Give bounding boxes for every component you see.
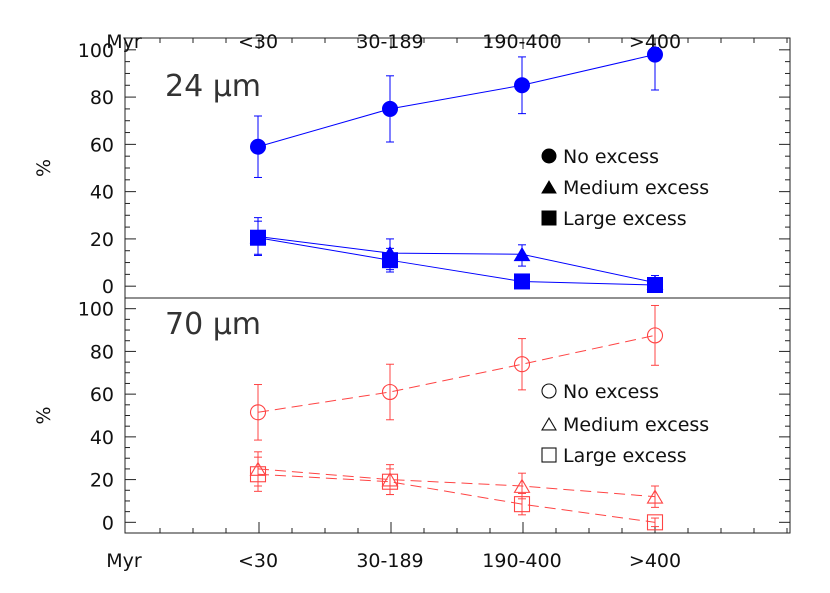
data-point bbox=[514, 273, 530, 290]
data-point bbox=[250, 138, 266, 155]
y-tick-label: 60 bbox=[90, 134, 114, 156]
data-point bbox=[381, 473, 399, 490]
y-axis-label: % bbox=[33, 406, 55, 424]
data-point bbox=[647, 277, 663, 293]
y-tick-label: 20 bbox=[90, 229, 114, 251]
panel-label: 70 μm bbox=[165, 307, 261, 342]
data-point bbox=[514, 77, 530, 94]
data-point bbox=[513, 478, 531, 493]
x-tick-label: 30-189 bbox=[356, 550, 423, 572]
series-line bbox=[257, 237, 656, 286]
legend-label: Large excess bbox=[563, 208, 687, 230]
y-tick-label: 20 bbox=[90, 470, 114, 492]
y-tick-label: 100 bbox=[78, 40, 114, 62]
y-axis-label: % bbox=[33, 159, 55, 177]
data-point bbox=[382, 100, 398, 117]
age-axis-label: Myr bbox=[106, 31, 142, 53]
x-tick-label: 30-189 bbox=[356, 31, 423, 53]
legend-circle-icon bbox=[541, 148, 557, 164]
x-tick-label: 190-400 bbox=[482, 550, 561, 572]
x-tick-label: >400 bbox=[629, 31, 681, 53]
data-point bbox=[382, 252, 398, 269]
x-tick-label: >400 bbox=[629, 550, 681, 572]
series-large-excess bbox=[250, 220, 663, 293]
y-tick-label: 60 bbox=[90, 384, 114, 406]
legend-label: Medium excess bbox=[563, 414, 709, 436]
data-point bbox=[249, 466, 267, 483]
data-point bbox=[513, 496, 531, 513]
y-tick-label: 80 bbox=[90, 87, 114, 109]
legend-label: Large excess bbox=[563, 445, 687, 467]
legend-label: No excess bbox=[563, 381, 659, 403]
panel-24um: 0 20 40 60 80 100% Myr <30 30-189 190-400 >400 24 μ… bbox=[33, 31, 791, 299]
legend-square-icon bbox=[541, 447, 557, 463]
panel-70um: 0 20 40 60 80 100% Myr <30 30-189 190-400 >400 70 μ… bbox=[33, 297, 791, 572]
data-point bbox=[646, 327, 664, 344]
data-point bbox=[647, 46, 663, 63]
data-point bbox=[513, 356, 531, 373]
legend-triangle-icon bbox=[541, 180, 557, 194]
y-tick-label: 40 bbox=[90, 427, 114, 449]
series-line bbox=[257, 473, 656, 523]
legend-square-icon bbox=[541, 210, 557, 226]
series-line bbox=[257, 468, 656, 498]
y-tick-label: 0 bbox=[102, 276, 114, 298]
y-tick-label: 0 bbox=[102, 512, 114, 534]
legend-label: No excess bbox=[563, 146, 659, 168]
panel-label: 24 μm bbox=[165, 69, 261, 104]
data-point bbox=[646, 489, 664, 504]
y-tick-label: 100 bbox=[78, 299, 114, 321]
legend-triangle-icon bbox=[541, 416, 557, 431]
x-tick-label: 190-400 bbox=[482, 31, 561, 53]
series-no-excess bbox=[249, 304, 664, 441]
y-tick-label: 80 bbox=[90, 341, 114, 363]
data-point bbox=[646, 514, 664, 531]
series-no-excess bbox=[250, 46, 663, 178]
legend-label: Medium excess bbox=[563, 177, 709, 199]
series-line bbox=[257, 236, 656, 284]
x-tick-label: <30 bbox=[238, 550, 278, 572]
data-point bbox=[381, 383, 399, 401]
series-line bbox=[257, 54, 656, 148]
x-tick-label: <30 bbox=[238, 31, 278, 53]
data-point bbox=[513, 246, 531, 262]
data-point bbox=[249, 404, 267, 421]
data-point bbox=[250, 229, 266, 246]
age-axis-label: Myr bbox=[106, 550, 142, 572]
legend-circle-icon bbox=[541, 383, 557, 399]
series-large-excess bbox=[249, 456, 664, 531]
y-tick-label: 40 bbox=[90, 182, 114, 204]
